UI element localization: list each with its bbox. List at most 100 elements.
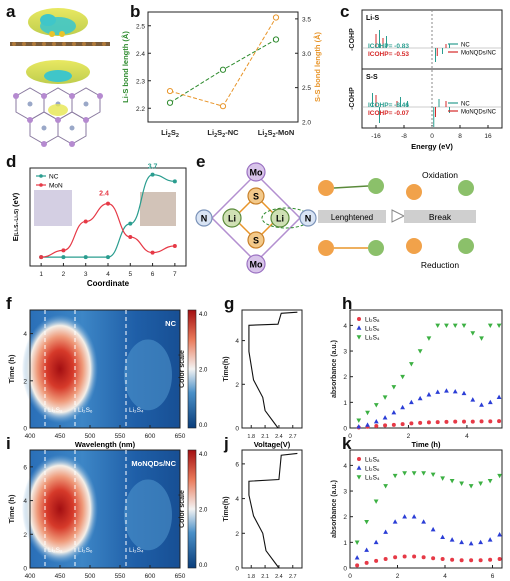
h-plot-point <box>391 410 397 415</box>
diagram-e-ball-green-2 <box>368 240 384 256</box>
h-plot-xtick-label: 2 <box>407 433 411 440</box>
h-plot-point <box>409 421 414 426</box>
k-plot-point <box>459 558 464 563</box>
k-plot-point <box>468 541 474 546</box>
k-plot-point <box>402 514 408 519</box>
panel-b-point <box>219 66 227 73</box>
k-plot-point <box>487 537 493 542</box>
diagram-e-li-left-label: Li <box>228 214 236 224</box>
panel-letter-a: a <box>6 2 16 21</box>
k-plot-point <box>411 471 417 476</box>
i-plot-frame <box>29 449 181 569</box>
k-plot-point <box>411 514 417 519</box>
k-plot-legend-label: Li₂S₆ <box>365 466 380 473</box>
panel-b-frame <box>147 11 299 123</box>
panel-d-point <box>61 248 66 253</box>
g-plot-xtick-label: 2.1 <box>261 434 269 440</box>
f-plot-colorbar-tick: 2.0 <box>199 368 208 374</box>
panel-b-point <box>166 87 174 95</box>
panel-h-chart: 0 2 4 0 1 2 3 4 absorbance (a.u.) Time (h) Li₂S₈ Li… <box>331 309 503 449</box>
k-plot-xtick-label: 4 <box>443 573 447 580</box>
k-plot-frame <box>349 449 503 569</box>
f-plot-colorbar-label: Color scale <box>179 350 186 388</box>
panel-b-left-ytick-label: 2.5 <box>136 23 145 30</box>
panel-d-xtick-label: 4 <box>106 271 110 278</box>
panel-letter-k: k <box>342 434 352 453</box>
panel-b-point <box>219 103 227 110</box>
k-plot-point <box>383 529 389 534</box>
k-plot-point <box>488 557 493 562</box>
diagram-e-s-top-circle <box>247 187 265 205</box>
panel-c-xtick-label: 16 <box>484 133 492 140</box>
panel-letter-g: g <box>224 294 235 313</box>
g-plot-ytick-label: 0 <box>235 426 239 433</box>
panel-c-chart: -16 -8 0 8 16 Energy (eV) -COHP Li-S ICOHP= -0.8… <box>349 9 503 151</box>
j-plot-ytick-label: 6 <box>235 461 239 468</box>
f-plot-marker-label: Li₂S₈ <box>48 407 63 414</box>
panel-d-inset-nc <box>34 190 72 226</box>
k-plot-point <box>393 555 398 560</box>
panel-d-point <box>128 235 133 240</box>
g-plot-ylabel: Time(h) <box>223 356 230 381</box>
k-plot-legend-marker <box>357 457 361 461</box>
panel-d-point <box>150 250 155 255</box>
k-plot-point <box>478 539 484 545</box>
diagram-e-break-bar <box>404 210 476 223</box>
f-plot-ytick-label: 0 <box>23 426 27 433</box>
g-plot-ytick-label: 2 <box>235 382 239 389</box>
panel-b-y2label: S-S bond length (Å) <box>313 32 322 102</box>
structure-top <box>10 8 110 46</box>
panel-d-point <box>83 219 88 224</box>
h-plot-legend-marker <box>357 317 361 321</box>
h-plot-point <box>435 323 441 328</box>
k-plot-point <box>402 471 408 476</box>
panel-letter-c: c <box>340 2 350 21</box>
k-plot-point <box>383 484 389 489</box>
h-plot-point <box>426 420 431 425</box>
diagram-e-lengthened-label: Lenghtened <box>331 213 373 222</box>
diagram-e-ball-orange-4 <box>406 238 422 254</box>
h-plot-point <box>479 419 484 424</box>
k-plot-ytick-label: 1 <box>343 540 347 547</box>
k-plot-point <box>392 519 398 524</box>
f-plot-ytick-label: 4 <box>23 331 27 338</box>
panel-d-point <box>150 172 155 177</box>
k-plot-ytick-label: 3 <box>343 489 347 496</box>
h-plot-point <box>462 419 466 424</box>
j-plot-ytick-label: 0 <box>235 566 239 573</box>
k-plot-point <box>449 478 455 484</box>
f-plot-colorbar <box>187 309 197 429</box>
panel-d-legend-label: NC <box>49 174 59 181</box>
panel-d-xtick-label: 2 <box>62 271 66 278</box>
h-plot-point <box>382 415 388 420</box>
panel-d-xtick-label: 6 <box>151 271 155 278</box>
panel-letter-j: j <box>224 434 229 453</box>
panel-b-left-ytick-label: 2.2 <box>136 106 145 113</box>
panel-b-ylabel: Li-S bond length (Å) <box>121 31 130 103</box>
h-plot-point <box>373 403 379 408</box>
h-plot-point <box>435 389 441 394</box>
i-plot-xtick-label: 500 <box>85 573 96 580</box>
panel-c-legend-label: NC <box>461 43 470 49</box>
h-plot-point <box>400 404 406 410</box>
i-plot-marker-label: Li₂S₄ <box>129 547 144 554</box>
h-plot-point <box>444 419 449 424</box>
h-plot-point <box>479 402 484 407</box>
panel-b-right-ytick-label: 2.0 <box>302 120 311 127</box>
k-plot-point <box>383 557 388 562</box>
h-plot-ylabel: absorbance (a.u.) <box>331 340 338 398</box>
panel-c-icohp-nc: ICOHP= -8.46 <box>368 102 409 109</box>
k-plot-point <box>421 555 426 560</box>
i-plot-tag: MoNQDs/NC <box>131 459 176 468</box>
diagram-e-lengthened-bar <box>318 210 386 223</box>
f-plot-frame <box>29 309 181 429</box>
j-plot-ylabel: Time(h) <box>223 496 230 521</box>
panel-c-sub-label: Li-S <box>366 15 380 22</box>
h-plot-point <box>487 323 493 328</box>
panel-b-point <box>272 14 280 21</box>
f-plot-marker-label: Li₂S₆ <box>78 407 93 414</box>
h-plot-point <box>400 422 405 427</box>
k-plot-point <box>459 481 465 486</box>
h-plot-point <box>356 418 362 423</box>
